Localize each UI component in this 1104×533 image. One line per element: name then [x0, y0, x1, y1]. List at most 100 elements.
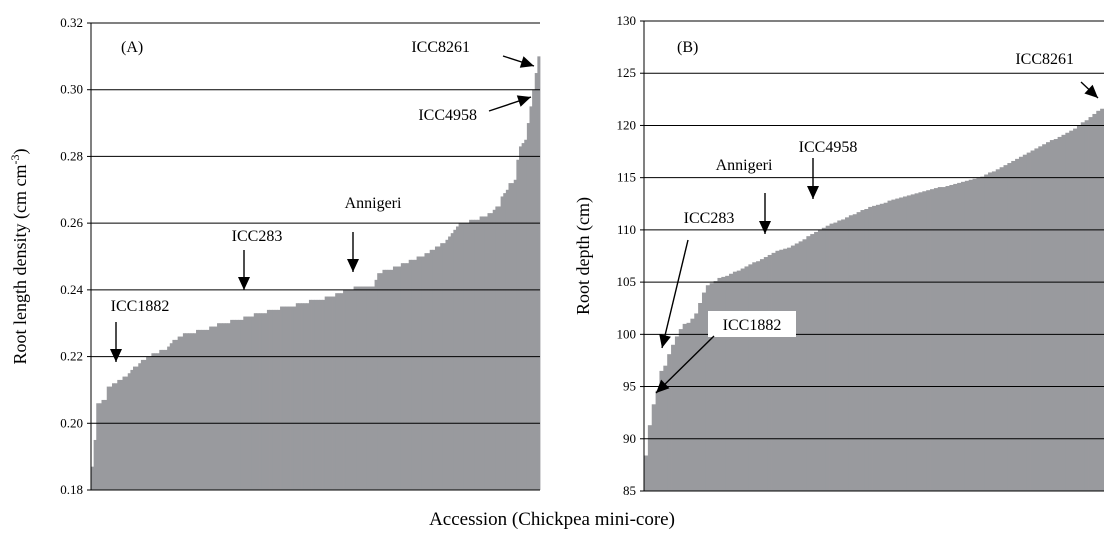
bar: [1003, 165, 1008, 491]
bar: [701, 292, 707, 491]
bar: [154, 353, 158, 490]
bar: [327, 296, 331, 490]
bar: [906, 195, 912, 492]
bar: [526, 123, 530, 490]
bar: [945, 186, 950, 491]
bar: [759, 259, 765, 491]
bar: [678, 329, 684, 491]
bar: [671, 344, 676, 491]
annotation-arrowhead: [1084, 84, 1098, 98]
bar: [434, 246, 438, 490]
y-tick-label: 125: [617, 65, 637, 80]
bar: [1088, 117, 1093, 491]
bar: [400, 263, 404, 490]
bar: [432, 249, 436, 490]
panel-label: (B): [677, 39, 698, 56]
annotation-label: ICC8261: [1015, 51, 1074, 68]
bar: [845, 217, 850, 492]
bar: [203, 329, 207, 490]
bar: [206, 329, 210, 490]
bar: [301, 303, 305, 490]
bar: [783, 248, 788, 491]
bar: [193, 333, 197, 490]
bar: [895, 198, 900, 491]
annotation-label: Annigeri: [345, 195, 402, 212]
bar: [182, 333, 186, 490]
y-tick-label: 100: [617, 326, 637, 341]
bar: [419, 256, 423, 490]
bar: [810, 234, 815, 491]
bar: [104, 399, 108, 490]
bar: [377, 273, 381, 490]
y-tick-label: 0.32: [60, 15, 83, 30]
annotation-arrowhead: [759, 221, 771, 234]
bar: [93, 439, 97, 490]
bar: [112, 383, 116, 490]
y-tick-label: 0.18: [60, 482, 83, 497]
bar: [159, 349, 163, 490]
bar: [264, 313, 268, 490]
bar: [408, 259, 412, 490]
bar: [156, 353, 160, 490]
bar: [238, 319, 242, 490]
bar: [151, 353, 155, 490]
y-tick-label: 90: [623, 431, 636, 446]
bar: [109, 386, 113, 490]
bar: [240, 319, 244, 490]
chart-panel-a: 0.18 0.20 0.22 0.24 0.26 0.28 0.30 0.32 (A) Root …: [8, 15, 541, 497]
bar: [937, 187, 943, 491]
bar: [806, 236, 811, 491]
bar: [663, 365, 668, 491]
bar: [717, 277, 722, 491]
bar: [306, 303, 310, 490]
bar: [1096, 110, 1101, 491]
bar: [272, 309, 276, 490]
bar: [445, 239, 449, 490]
bar: [476, 219, 481, 490]
annotation-arrow: [661, 239, 689, 349]
bar: [324, 296, 328, 490]
bar: [752, 262, 757, 491]
bar: [387, 269, 391, 490]
bar: [729, 273, 734, 491]
bar: [450, 233, 454, 490]
bar-series: [644, 108, 1104, 492]
y-tick-label: 0.26: [60, 215, 83, 230]
bar: [1080, 122, 1086, 491]
bar: [253, 313, 257, 490]
bar: [513, 179, 517, 490]
bar: [980, 176, 985, 491]
bar: [122, 376, 126, 490]
bar: [353, 286, 357, 490]
bar: [175, 339, 179, 490]
bar: [964, 180, 970, 492]
bar: [841, 219, 846, 491]
bar: [674, 336, 680, 491]
y-tick-label: 120: [617, 117, 637, 132]
bar: [902, 196, 908, 491]
bar: [298, 303, 302, 490]
bar: [421, 256, 425, 490]
bar: [413, 259, 417, 490]
bar: [495, 206, 499, 490]
bar: [1073, 128, 1078, 491]
bar: [140, 359, 144, 490]
bar: [256, 313, 260, 490]
bar: [411, 259, 415, 490]
y-tick-label: 130: [617, 13, 637, 28]
bar: [1061, 134, 1066, 491]
bar: [518, 146, 523, 491]
bar: [269, 309, 273, 490]
bar: [914, 193, 919, 491]
bar: [471, 219, 475, 490]
y-tick-label: 0.20: [60, 415, 83, 430]
bar: [201, 329, 205, 490]
bar: [398, 266, 402, 490]
bar: [167, 346, 171, 490]
bar: [763, 257, 769, 491]
bar: [348, 289, 352, 490]
bar: [390, 269, 394, 490]
bar: [968, 179, 973, 491]
bar: [1026, 152, 1031, 491]
bar: [1053, 139, 1059, 491]
